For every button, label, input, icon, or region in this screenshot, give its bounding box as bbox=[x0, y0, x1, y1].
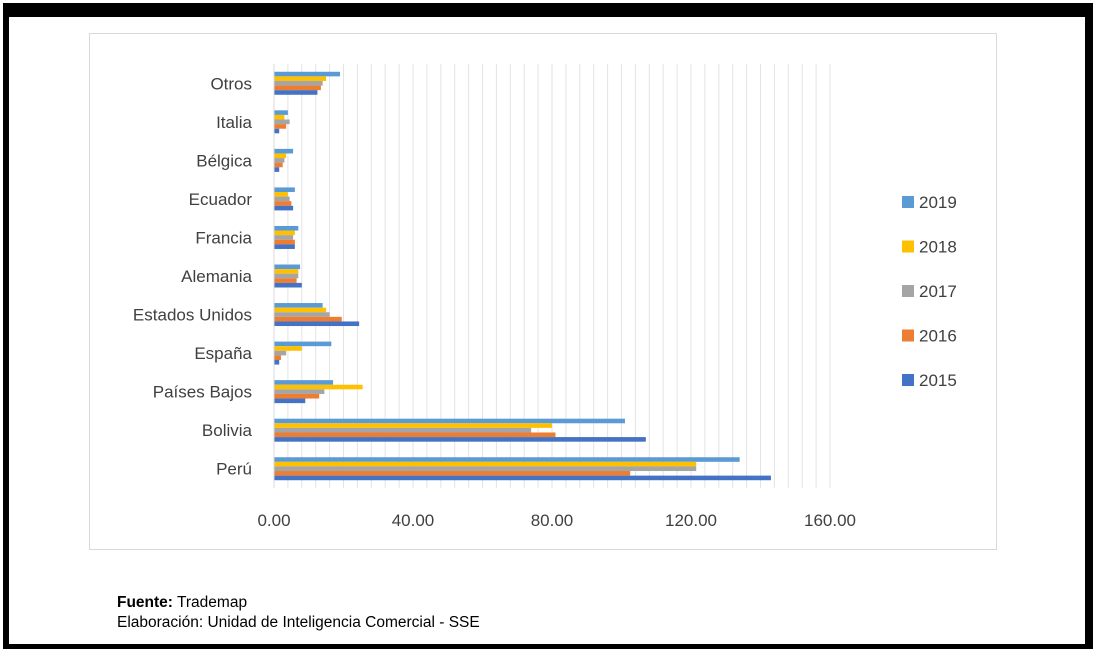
category-label: Francia bbox=[195, 228, 252, 247]
legend-label-2015: 2015 bbox=[919, 371, 957, 390]
bar-2016 bbox=[274, 201, 292, 206]
bar-2017 bbox=[274, 350, 287, 356]
category-labels: Otros Italia Bélgica Ecuador Francia Alemania… bbox=[133, 74, 253, 478]
category-label: Italia bbox=[216, 113, 252, 132]
x-tick-label: 0.00 bbox=[257, 511, 290, 530]
source-value: Trademap bbox=[172, 594, 248, 611]
bar-2018 bbox=[274, 76, 327, 81]
bar-chart: Otros Italia Bélgica Ecuador Francia Alemania… bbox=[133, 64, 957, 530]
bar-2019 bbox=[274, 457, 740, 462]
legend-label-2018: 2018 bbox=[919, 238, 957, 257]
bar-2016 bbox=[274, 316, 342, 322]
bar-2017 bbox=[274, 273, 299, 279]
bar-2015 bbox=[274, 167, 280, 172]
bar-2016 bbox=[274, 124, 287, 129]
bar-2017 bbox=[274, 312, 330, 317]
gridlines bbox=[287, 64, 831, 488]
bar-2019 bbox=[274, 418, 625, 424]
bar-2019 bbox=[274, 148, 294, 154]
bar-2018 bbox=[274, 269, 299, 274]
tick-labels: 0.00 40.00 80.00 120.00 160.00 bbox=[257, 511, 856, 530]
bar-2019 bbox=[274, 71, 341, 77]
elaboration-line: Elaboración: Unidad de Inteligencia Come… bbox=[117, 614, 480, 631]
x-tick-label: 40.00 bbox=[392, 511, 435, 530]
bar-2019 bbox=[274, 264, 301, 270]
legend-swatch-2018 bbox=[902, 240, 914, 253]
legend-label-2016: 2016 bbox=[919, 327, 957, 346]
bar-2015 bbox=[274, 244, 295, 249]
bar-2018 bbox=[274, 114, 285, 120]
legend-label-2017: 2017 bbox=[919, 282, 957, 301]
bar-2015 bbox=[274, 475, 771, 481]
bar-2016 bbox=[274, 278, 297, 283]
bar-2018 bbox=[274, 153, 287, 159]
bar-2019 bbox=[274, 225, 299, 231]
bar-2016 bbox=[274, 432, 556, 438]
legend-swatch-2019 bbox=[902, 196, 914, 208]
bar-2015 bbox=[274, 205, 294, 211]
bar-2015 bbox=[274, 398, 306, 404]
x-tick-label: 80.00 bbox=[531, 511, 574, 530]
source-label: Fuente: bbox=[117, 594, 173, 611]
category-label: Otros bbox=[210, 74, 252, 93]
bar-2019 bbox=[274, 187, 295, 193]
bar-2016 bbox=[274, 239, 295, 245]
category-label: Bolivia bbox=[202, 421, 253, 440]
bar-2018 bbox=[274, 192, 288, 197]
source-line: Fuente: Trademap bbox=[117, 593, 480, 613]
bar-2016 bbox=[274, 393, 320, 399]
bar-2018 bbox=[274, 461, 697, 467]
bar-2016 bbox=[274, 162, 283, 168]
legend-label-2019: 2019 bbox=[919, 193, 957, 212]
bar-2016 bbox=[274, 85, 321, 91]
bar-2017 bbox=[274, 235, 294, 240]
bar-2017 bbox=[274, 80, 323, 86]
bar-2017 bbox=[274, 427, 532, 433]
category-label: Perú bbox=[216, 460, 252, 479]
category-label: Bélgica bbox=[196, 151, 252, 170]
bar-2017 bbox=[274, 466, 697, 472]
bar-2018 bbox=[274, 346, 302, 351]
bar-2017 bbox=[274, 389, 325, 394]
bar-2015 bbox=[274, 359, 280, 365]
legend-swatch-2015 bbox=[902, 374, 914, 386]
bar-2018 bbox=[274, 384, 363, 390]
category-label: Alemania bbox=[181, 267, 252, 286]
x-tick-label: 120.00 bbox=[665, 511, 717, 530]
chart-container: Otros Italia Bélgica Ecuador Francia Alemania… bbox=[89, 33, 997, 550]
category-label: Países Bajos bbox=[153, 383, 252, 402]
bar-2019 bbox=[274, 341, 332, 347]
bar-2015 bbox=[274, 128, 280, 134]
category-label: Estados Unidos bbox=[133, 306, 252, 325]
category-label: España bbox=[194, 344, 252, 363]
bar-2018 bbox=[274, 423, 552, 428]
bar-2018 bbox=[274, 307, 327, 313]
legend: 2019 2018 2017 2016 2015 bbox=[902, 193, 957, 390]
bar-2019 bbox=[274, 110, 288, 115]
legend-swatch-2016 bbox=[902, 329, 914, 342]
bar-2015 bbox=[274, 282, 302, 288]
bar-2019 bbox=[274, 380, 334, 385]
bar-2017 bbox=[274, 196, 290, 202]
legend-swatch-2017 bbox=[902, 285, 914, 297]
bar-2015 bbox=[274, 90, 318, 95]
bar-2017 bbox=[274, 119, 290, 125]
x-tick-label: 160.00 bbox=[804, 511, 856, 530]
bar-2016 bbox=[274, 471, 631, 476]
bar-2017 bbox=[274, 158, 285, 163]
bar-2018 bbox=[274, 230, 295, 236]
footer: Fuente: Trademap Elaboración: Unidad de … bbox=[117, 593, 480, 633]
bar-2015 bbox=[274, 321, 360, 327]
bar-2016 bbox=[274, 355, 281, 360]
bars bbox=[274, 71, 771, 481]
bar-2015 bbox=[274, 437, 646, 442]
bar-2019 bbox=[274, 303, 323, 308]
category-label: Ecuador bbox=[189, 190, 253, 209]
